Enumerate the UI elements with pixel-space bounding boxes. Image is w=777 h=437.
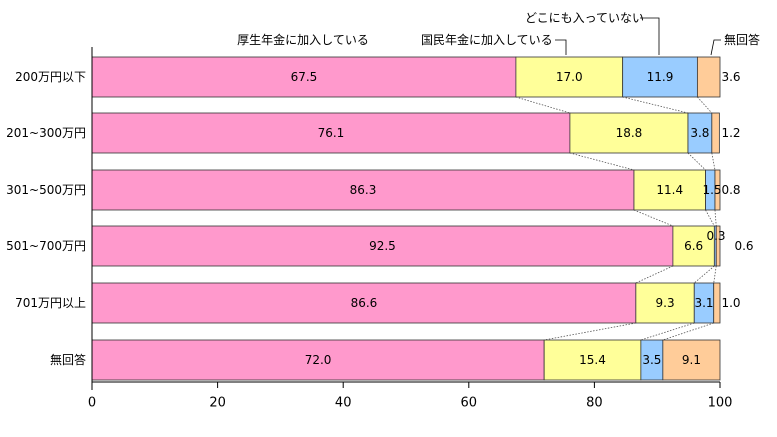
bar-segment-1-row-6: [91, 339, 545, 381]
bar-segment-4-row-6: [662, 339, 721, 381]
bar-segment-1-row-4: [91, 225, 674, 267]
value-label: 72.0: [305, 353, 332, 367]
bar-segment-4-row-3: [714, 169, 721, 211]
connector-lines: [515, 96, 717, 341]
value-label: 11.4: [656, 183, 683, 197]
bar-segment-2-row-6: [543, 339, 642, 381]
value-label: 86.3: [350, 183, 377, 197]
legend-callout-label: 厚生年金に加入している: [237, 32, 369, 47]
bar-segment-1-row-1: [91, 56, 517, 98]
value-label: 1.0: [721, 296, 740, 310]
connector-line: [544, 322, 636, 341]
value-label: 18.8: [616, 126, 643, 140]
bar-segment-4-row-4: [715, 225, 721, 267]
category-label: 無回答: [50, 352, 86, 367]
category-label: 501~700万円: [6, 239, 86, 253]
connector-line: [714, 209, 717, 227]
x-tick-label: 100: [708, 396, 733, 411]
value-label: 3.8: [690, 126, 709, 140]
value-label: 76.1: [318, 126, 345, 140]
x-tick-label: 40: [335, 396, 352, 411]
connector-line: [633, 209, 674, 227]
bar-segment-2-row-2: [569, 112, 689, 154]
value-label: 6.6: [684, 239, 703, 253]
connector-line: [697, 96, 713, 114]
category-labels: 200万円以下 201~300万円 301~500万円 501~700万円 701万円以…: [6, 70, 86, 367]
x-tick-label: 20: [209, 396, 226, 411]
value-label: 86.6: [351, 296, 378, 310]
value-label: 3.5: [642, 353, 661, 367]
legend-callout-leader: [640, 17, 660, 55]
value-label: 0.3: [706, 229, 725, 243]
x-tick-label: 80: [586, 396, 603, 411]
category-label: 301~500万円: [6, 183, 86, 197]
legend-callout-label: 無回答: [724, 32, 760, 47]
bars: [91, 56, 721, 381]
connector-line: [569, 152, 635, 171]
category-label: 200万円以下: [15, 70, 86, 84]
connector-line: [662, 322, 714, 341]
value-label: 0.6: [734, 239, 753, 253]
value-label: 3.6: [721, 70, 740, 84]
x-axis: 0 20 40 60 80 100: [88, 47, 733, 411]
value-label: 9.3: [656, 296, 675, 310]
connector-line: [687, 152, 706, 171]
value-label: 15.4: [579, 353, 606, 367]
legend-callout-label: 国民年金に加入している: [421, 32, 553, 47]
legend-callout-leader: [710, 39, 721, 56]
value-label: 11.9: [647, 70, 674, 84]
x-tick-label: 0: [88, 396, 96, 411]
value-label: 1.5: [702, 183, 721, 197]
connector-line: [705, 209, 715, 227]
value-label: 0.8: [721, 183, 740, 197]
value-labels: 67.5 17.0 11.9 3.6 76.1 18.8 3.8 1.2 86.3 11.4 1.5…: [291, 70, 754, 367]
x-tick-label: 60: [461, 396, 478, 411]
connector-line: [622, 96, 689, 114]
legend-callout-label: どこにも入っていない: [525, 11, 644, 25]
value-label: 92.5: [369, 239, 396, 253]
connector-line: [693, 265, 715, 284]
bar-segment-3-row-1: [622, 56, 698, 98]
category-label: 701万円以上: [15, 296, 86, 310]
value-label: 9.1: [682, 353, 701, 367]
category-label: 201~300万円: [6, 126, 86, 140]
connector-line: [640, 322, 695, 341]
bar-segment-2-row-1: [515, 56, 624, 98]
connector-line: [711, 152, 716, 171]
bar-segment-4-row-5: [713, 282, 721, 324]
connector-line: [713, 265, 717, 284]
bar-segment-4-row-2: [711, 112, 720, 154]
bar-segment-4-row-1: [696, 56, 721, 98]
value-label: 67.5: [291, 70, 318, 84]
bar-segment-2-row-4: [672, 225, 715, 267]
value-label: 3.1: [694, 296, 713, 310]
connector-line: [515, 96, 571, 114]
value-label: 1.2: [721, 126, 740, 140]
value-label: 17.0: [556, 70, 583, 84]
connector-line: [635, 265, 674, 284]
legend-callout-leader: [555, 39, 567, 55]
